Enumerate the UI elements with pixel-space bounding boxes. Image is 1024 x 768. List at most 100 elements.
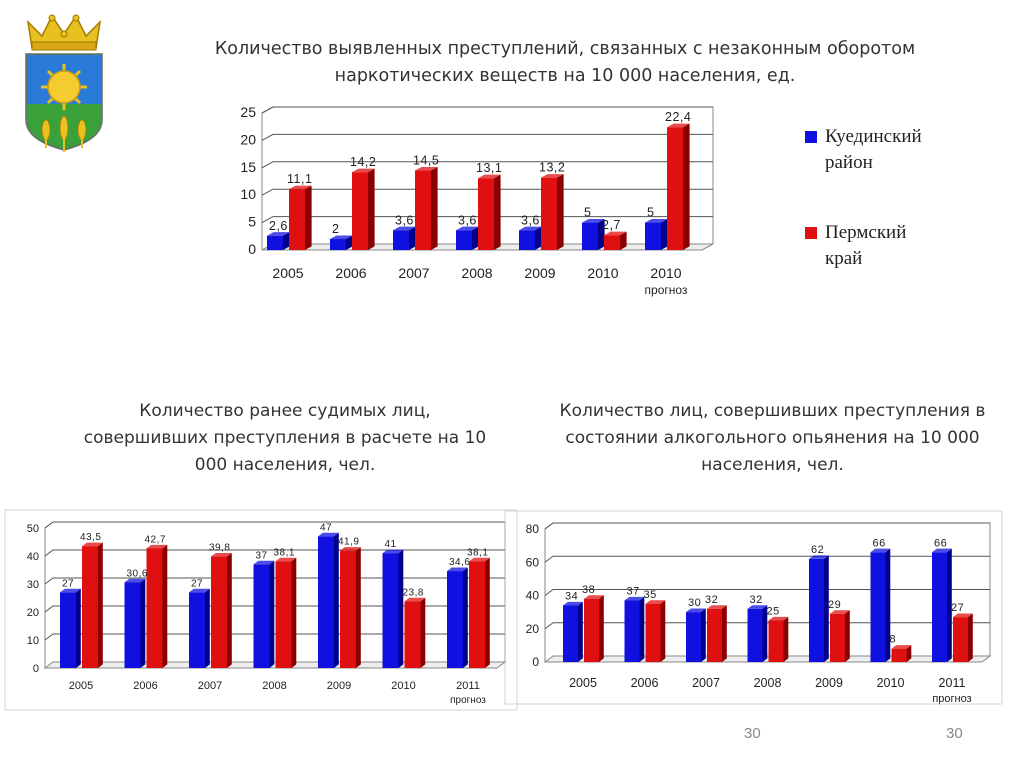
chart3-y-tick-label: 0 <box>532 655 539 669</box>
chart3-bar-series2-top <box>645 600 666 604</box>
chart3-bar-series1-side <box>947 548 952 662</box>
chart3-bar-series2 <box>891 648 907 662</box>
chart2-bar-series2-top <box>340 547 361 551</box>
chart3-bar-series1 <box>870 552 886 662</box>
legend-label-series2: Пермский край <box>825 222 907 269</box>
chart1-bar-series1 <box>645 222 661 250</box>
chart2-bar-series2 <box>404 601 421 668</box>
chart2-bar-series1 <box>124 582 141 668</box>
chart2-value-label: 41 <box>385 539 397 550</box>
chart2-bar-series1-side <box>269 560 275 668</box>
chart2-value-label: 37 <box>256 550 268 561</box>
chart1-gridline <box>261 133 713 141</box>
chart2-category-label: 2009 <box>327 680 351 692</box>
chart2-bar-series1 <box>60 592 76 668</box>
chart3-bar-series2-top <box>768 616 789 621</box>
chart3-category-label: 2009 <box>815 676 843 690</box>
chart1-y-tick-label: 0 <box>248 241 256 257</box>
chart2-value-label: 27 <box>191 578 203 589</box>
chart1-bar-series1-side <box>598 219 605 250</box>
chart2-bar-series1-side <box>205 588 210 668</box>
chart2-value-label: 42,7 <box>145 534 166 545</box>
chart2-bar-series2-side <box>420 597 426 668</box>
chart2-value-label: 41,9 <box>338 537 359 548</box>
chart2-value-label: 43,5 <box>80 532 101 543</box>
chart1-value-label: 3,6 <box>458 213 477 227</box>
chart2-category-label: 2010 <box>391 680 415 692</box>
chart1-value-label: 2,6 <box>269 219 288 233</box>
chart1-bar-series2-top <box>541 174 564 178</box>
chart1-y-tick-label: 25 <box>240 104 256 120</box>
chart2-y-tick-label: 30 <box>27 579 39 591</box>
chart3-value-label: 29 <box>828 599 841 611</box>
chart1-bar-series2-side <box>368 168 375 250</box>
legend-swatch-blue <box>805 131 817 143</box>
chart3-value-label: 25 <box>767 605 780 617</box>
chart2-value-label: 38,1 <box>274 547 295 558</box>
chart3-category-sublabel: прогноз <box>932 693 971 705</box>
chart2-value-label: 39,8 <box>209 543 230 554</box>
chart3-category-label: 2011 <box>939 676 966 690</box>
chart3-bar-series2-top <box>830 610 850 614</box>
legend-swatch-red <box>805 227 817 239</box>
chart2-bar-series1-top <box>189 588 210 593</box>
chart3-bar-series1-side <box>824 555 829 662</box>
chart2-bar-series2 <box>82 546 98 668</box>
chart2-bar-series2 <box>146 548 163 668</box>
legend-item-series1: Куединский район <box>805 124 955 176</box>
chart1-bar-series1 <box>393 230 409 250</box>
chart1-y-tick-label: 20 <box>240 131 256 147</box>
chart3-gridline <box>544 622 990 630</box>
chart3-bar-series1-side <box>885 548 891 662</box>
chart3-bar-series1-top <box>809 555 829 559</box>
chart1-bar-series2 <box>667 127 683 250</box>
chart1-bar-series2-side <box>620 231 627 250</box>
chart2-bar-series2 <box>340 550 356 668</box>
chart2-bar-series2-side <box>227 552 232 668</box>
chart2-category-label: 2007 <box>198 680 222 692</box>
chart2-y-tick-label: 0 <box>33 663 39 675</box>
chart3-bar-series1 <box>686 612 701 662</box>
chart3-bar-series2 <box>707 608 722 662</box>
chart3-title: Количество лиц, совершивших преступления… <box>559 401 986 475</box>
chart2-bar-series2-side <box>291 557 297 668</box>
chart2-frame <box>4 509 518 711</box>
chart2-bar-series1-side <box>334 532 339 668</box>
chart1-title: Количество выявленных преступлений, связ… <box>214 39 916 86</box>
chart3-gridline <box>544 589 990 596</box>
chart1-bar-series1 <box>267 235 283 250</box>
chart3-value-label: 30 <box>688 597 701 609</box>
chart1-bar-series1 <box>519 230 535 250</box>
chart2-value-label: 34,6 <box>449 557 470 568</box>
chart2-y-tick-label: 40 <box>27 551 39 563</box>
chart3-bar-series1-top <box>747 605 768 609</box>
page-number: 30 <box>744 725 761 742</box>
chart3-bar-series1 <box>747 608 763 662</box>
chart3-value-label: 38 <box>582 584 595 596</box>
chart1-bar-series1-side <box>472 226 479 250</box>
chart1-gridline <box>261 188 713 196</box>
chart1-bar-series1-side <box>661 219 668 250</box>
chart1-bar-series1-top <box>267 232 290 236</box>
chart1-value-label: 13,1 <box>476 161 502 175</box>
chart1-value-label: 5 <box>647 206 654 220</box>
chart3-bar-series2 <box>830 613 845 662</box>
chart3-y-tick-label: 20 <box>526 622 540 636</box>
chart1-bar-series2-side <box>683 123 690 250</box>
chart3-value-label: 35 <box>644 589 657 601</box>
chart2-value-label: 27 <box>62 578 74 589</box>
chart2-bar-series1-side <box>398 549 404 668</box>
chart3-bar-series2-side <box>968 613 973 662</box>
chart2-bar-series2-top <box>211 552 232 557</box>
chart1-bar-series1 <box>456 230 472 250</box>
chart1-bar-series2-top <box>289 185 312 190</box>
chart3-bar-series2-top <box>953 613 973 618</box>
chart1-bar-series1-top <box>645 219 668 223</box>
chart2-bar-series2-side <box>356 547 361 668</box>
chart1-value-label: 11,1 <box>287 172 312 186</box>
chart3-bar-series2-side <box>599 595 604 662</box>
chart3-y-tick-label: 40 <box>526 589 540 603</box>
chart1-category-label: 2009 <box>524 265 555 281</box>
chart1-bar-series2 <box>289 189 305 250</box>
chart3-value-label: 8 <box>890 634 897 646</box>
